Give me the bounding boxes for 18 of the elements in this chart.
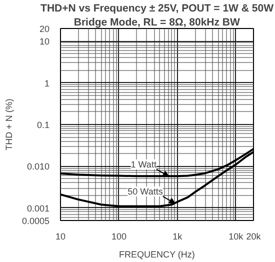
y-tick-label: 10 bbox=[39, 36, 50, 47]
x-tick-label: 10 bbox=[55, 232, 66, 242]
x-tick-label: 100 bbox=[111, 232, 126, 242]
x-tick-label: 10k bbox=[228, 232, 244, 242]
y-tick-label: 1 bbox=[44, 78, 50, 88]
x-tick-label: 1k bbox=[172, 232, 183, 242]
chart-title: THD+N vs Frequency ± 25V, POUT = 1W & 50W bbox=[40, 2, 274, 14]
annotation: 50 Watts bbox=[128, 186, 164, 196]
y-tick-label: 0.010 bbox=[26, 162, 50, 172]
chart-subtitle: Bridge Mode, RL = 8Ω, 80kHz BW bbox=[74, 16, 240, 28]
y-tick-label: 0.0005 bbox=[22, 216, 50, 226]
annotation: 1 Watt bbox=[130, 159, 157, 170]
y-tick-label: 20 bbox=[39, 24, 50, 34]
x-tick-label: 20k bbox=[246, 232, 262, 242]
y-tick-label: 0.001 bbox=[26, 203, 50, 214]
y-axis-title: THD + N (%) bbox=[4, 98, 14, 150]
x-axis-title: FREQUENCY (Hz) bbox=[119, 250, 195, 260]
y-tick-label: 0.1 bbox=[36, 120, 50, 130]
